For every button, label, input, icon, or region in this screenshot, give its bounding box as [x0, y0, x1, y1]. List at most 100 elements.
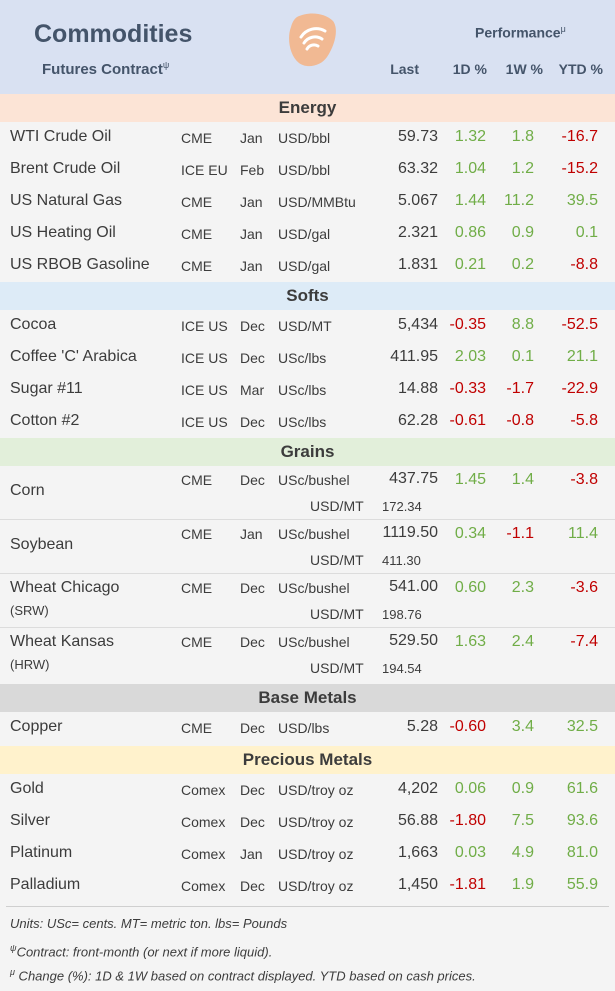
table-row: US RBOB Gasoline CME Jan USD/gal 1.831 0.21 0.…: [0, 250, 615, 282]
exchange: CME: [181, 634, 213, 650]
change-1w: -1.7: [506, 380, 534, 397]
table-row: Gold Comex Dec USD/troy oz 4,202 0.06 0.9 61.6: [0, 774, 615, 806]
change-1d: -0.33: [449, 380, 486, 397]
contract-month: Dec: [240, 878, 265, 894]
change-1d: -0.61: [449, 412, 486, 429]
contract-month: Dec: [240, 782, 265, 798]
change-1w: -0.8: [506, 412, 534, 429]
contract-month: Dec: [240, 720, 265, 736]
unit-alt: USD/MT: [310, 660, 364, 676]
change-ytd: -15.2: [561, 160, 598, 177]
unit: USD/MT: [278, 318, 332, 334]
table-row: US Heating Oil CME Jan USD/gal 2.321 0.86 0.9 0…: [0, 218, 615, 250]
subtitle-text: Futures Contract: [42, 61, 163, 78]
notes-divider: [6, 906, 609, 907]
table-row: WTI Crude Oil CME Jan USD/bbl 59.73 1.32 1.8 -1…: [0, 122, 615, 154]
table-row: Copper CME Dec USD/lbs 5.28 -0.60 3.4 32.5: [0, 712, 615, 744]
change-1w: 8.8: [511, 316, 534, 333]
contract-month: Dec: [240, 580, 265, 596]
table-row: Cotton #2 ICE US Dec USc/lbs 62.28 -0.61 -0.8 -…: [0, 406, 615, 438]
change-ytd: -8.8: [570, 256, 598, 273]
unit: USD/bbl: [278, 130, 331, 146]
last-price: 1.831: [397, 256, 438, 273]
contract-month: Jan: [240, 846, 263, 862]
last-price-alt: 411.30: [382, 553, 421, 568]
change-ytd: 0.1: [575, 224, 598, 241]
change-1d: 1.45: [454, 471, 486, 488]
last-price: 1,450: [397, 876, 438, 893]
unit: USD/bbl: [278, 162, 331, 178]
change-1d: -0.35: [449, 316, 486, 333]
change-1w: 1.9: [511, 876, 534, 893]
change-ytd: -7.4: [570, 633, 598, 650]
change-1d: 0.34: [454, 525, 486, 542]
table-row: Sugar #11 ICE US Mar USc/lbs 14.88 -0.33 -1.7 -…: [0, 374, 615, 406]
change-ytd: -52.5: [561, 316, 598, 333]
change-1w: 3.4: [511, 718, 534, 735]
unit: USD/troy oz: [278, 814, 354, 830]
change-1w: 1.2: [511, 160, 534, 177]
table-row: Corn CME Dec USc/bushel 437.75 USD/MT 172.34 1.…: [0, 466, 615, 520]
note-contract: ψContract: front-month (or next if more …: [10, 943, 273, 960]
last-price-alt: 194.54: [382, 661, 422, 676]
change-ytd: 21.1: [566, 348, 598, 365]
unit: USD/lbs: [278, 720, 330, 736]
last-price: 5.28: [406, 718, 438, 735]
exchange: CME: [181, 130, 213, 146]
page-title: Commodities: [34, 20, 193, 48]
contract-month: Jan: [240, 226, 263, 242]
exchange: CME: [181, 194, 213, 210]
change-1w: 1.4: [511, 471, 534, 488]
change-ytd: 11.4: [568, 525, 598, 542]
last-price: 56.88: [397, 812, 438, 829]
commodity-subname: (HRW): [10, 657, 50, 672]
change-1w: 11.2: [504, 192, 534, 209]
change-ytd: 55.9: [566, 876, 598, 893]
change-1d: 0.21: [454, 256, 486, 273]
unit: USc/bushel: [278, 472, 350, 488]
unit-alt: USD/MT: [310, 498, 364, 514]
commodity-name: Palladium: [10, 876, 81, 893]
commodity-name: Soybean: [10, 536, 74, 553]
performance-sup: μ: [560, 24, 566, 34]
contract-month: Mar: [240, 382, 265, 398]
commodity-name: Cotton #2: [10, 412, 80, 429]
change-1d: -1.80: [449, 812, 486, 829]
change-ytd: 39.5: [566, 192, 598, 209]
footnotes: Units: USc= cents. MT= metric ton. lbs= …: [10, 915, 476, 987]
contract-month: Dec: [240, 472, 265, 488]
performance-text: Performance: [475, 24, 561, 41]
last-price: 411.95: [390, 348, 438, 365]
change-1d: 0.06: [454, 780, 486, 797]
exchange: ICE EU: [181, 162, 228, 178]
unit: USc/lbs: [278, 414, 327, 430]
exchange: Comex: [181, 814, 226, 830]
col-1d-header: 1D %: [452, 61, 487, 77]
note-units: Units: USc= cents. MT= metric ton. lbs= …: [10, 916, 288, 931]
contract-month: Dec: [240, 814, 265, 830]
change-ytd: -16.7: [561, 128, 598, 145]
last-price: 62.28: [397, 412, 438, 429]
last-price: 59.73: [397, 128, 438, 145]
change-ytd: -5.8: [570, 412, 598, 429]
change-1w: 4.9: [511, 844, 534, 861]
col-last-header: Last: [390, 61, 419, 77]
commodity-name: US Heating Oil: [10, 224, 116, 241]
last-price: 2.321: [397, 224, 438, 241]
last-price: 63.32: [397, 160, 438, 177]
exchange: CME: [181, 526, 213, 542]
last-price: 5,434: [397, 316, 438, 333]
contract-month: Dec: [240, 350, 265, 366]
table-row: US Natural Gas CME Jan USD/MMBtu 5.067 1.44 11…: [0, 186, 615, 218]
commodity-name: Platinum: [10, 844, 73, 861]
change-1d: -1.81: [449, 876, 486, 893]
commodity-name: Copper: [10, 718, 63, 735]
commodity-name: US RBOB Gasoline: [10, 256, 150, 273]
table-row: Soybean CME Jan USc/bushel 1119.50 USD/MT 411.…: [0, 520, 615, 574]
change-1w: -1.1: [506, 525, 534, 542]
exchange: ICE US: [181, 350, 228, 366]
commodity-name: Sugar #11: [10, 380, 83, 397]
last-price: 437.75: [389, 470, 438, 487]
last-price: 14.88: [397, 380, 438, 397]
section-header-grains: Grains: [0, 438, 615, 466]
